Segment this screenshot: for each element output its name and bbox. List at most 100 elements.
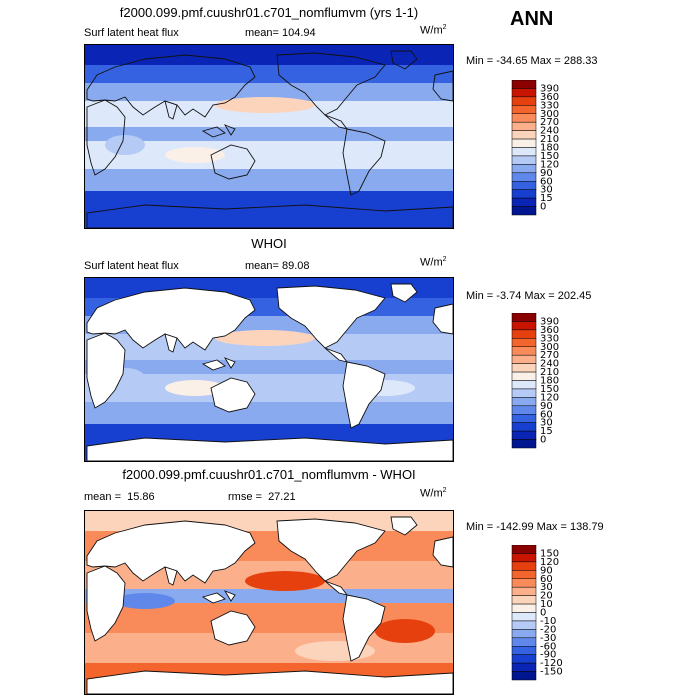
colorbar-tick-label: 0: [540, 435, 546, 446]
panel-1-mean: mean= 104.94: [245, 27, 316, 39]
colorbar-swatch: [511, 164, 537, 174]
colorbar-swatch: [511, 612, 537, 622]
field-band: [85, 169, 453, 191]
colorbar-swatch: [511, 313, 537, 322]
colorbar-tick-label: 300: [540, 342, 559, 353]
continent-outline: [86, 287, 256, 351]
panel-2-title: WHOI: [251, 236, 287, 251]
colorbar-tick-label: 30: [540, 185, 553, 196]
colorbar-tick-label: 30: [540, 582, 553, 593]
colorbar-swatch: [511, 147, 537, 157]
continent-outline: [86, 204, 453, 228]
panel-3-title: f2000.099.pmf.cuushr01.c701_nomflumvm - …: [122, 467, 416, 482]
colorbar-tick-label: 10: [540, 599, 553, 610]
colorbar-tick-label: 210: [540, 367, 559, 378]
colorbar-tick-label: 15: [540, 426, 553, 437]
colorbar-tick-label: -30: [540, 633, 556, 644]
colorbar-swatch: [511, 121, 537, 131]
colorbar-swatch: [511, 654, 537, 664]
colorbar-swatch: [511, 586, 537, 596]
colorbar-tick-label: 60: [540, 176, 553, 187]
continent-outline: [432, 536, 453, 568]
colorbar-swatch: [511, 545, 537, 554]
colorbar-swatch: [511, 206, 537, 216]
colorbar-tick-label: 270: [540, 117, 559, 128]
colorbar-swatch: [511, 88, 537, 98]
panel-1-title: f2000.099.pmf.cuushr01.c701_nomflumvm (y…: [119, 5, 419, 20]
colorbar-swatch: [511, 603, 537, 613]
colorbar-tick-label: 270: [540, 350, 559, 361]
continent-outline: [276, 52, 386, 116]
colorbar-tick-label: 20: [540, 591, 553, 602]
continent-outline: [390, 516, 418, 536]
colorbar-tick-label: 0: [540, 608, 546, 619]
colorbar-swatch: [511, 329, 537, 339]
colorbar-tick-label: 150: [540, 384, 559, 395]
continent-outline: [86, 54, 256, 118]
continent-outline: [86, 332, 126, 409]
colorbar-swatch: [511, 371, 537, 381]
continent-outline: [201, 359, 226, 371]
field-blob: [105, 135, 145, 155]
colorbar-tick-label: -20: [540, 624, 556, 635]
colorbar-swatch: [511, 181, 537, 190]
field-band: [85, 191, 453, 228]
field-blob: [215, 97, 315, 113]
field-blob: [375, 619, 435, 643]
colorbar-swatch: [511, 570, 537, 579]
continent-outline: [201, 592, 226, 604]
colorbar-swatch: [511, 105, 537, 114]
continent-outline: [86, 99, 126, 176]
field-blob: [245, 571, 325, 591]
continent-outline: [86, 670, 453, 694]
colorbar-tick-label: 180: [540, 376, 559, 387]
panel-2-mean: mean= 89.08: [245, 260, 310, 272]
colorbar-tick-label: 150: [540, 548, 559, 559]
colorbar-swatch: [511, 414, 537, 423]
colorbar-tick-label: 180: [540, 143, 559, 154]
continent-outline: [276, 285, 386, 349]
colorbar-tick-label: 60: [540, 409, 553, 420]
continent-outline: [223, 124, 236, 136]
panel-2-map: [84, 277, 454, 462]
colorbar-tick-label: 360: [540, 325, 559, 336]
colorbar-tick-label: 210: [540, 134, 559, 145]
colorbar-swatch: [511, 189, 537, 199]
colorbar-swatch: [511, 96, 537, 106]
colorbar-swatch: [511, 662, 537, 672]
panel-3-rmse: rmse = 27.21: [228, 491, 296, 503]
continent-outline: [432, 303, 453, 335]
continent-outline: [86, 565, 126, 642]
colorbar-tick-label: 120: [540, 557, 559, 568]
panel-1-units: W/m2: [420, 24, 447, 37]
field-band: [85, 402, 453, 424]
colorbar-swatch: [511, 80, 537, 89]
continent-outline: [164, 566, 178, 586]
colorbar-tick-label: -150: [540, 667, 563, 678]
colorbar-swatch: [511, 439, 537, 449]
panel-3-units: W/m2: [420, 487, 447, 500]
colorbar-swatch: [511, 321, 537, 331]
field-band: [85, 127, 453, 141]
panel-1-variable-label: Surf latent heat flux: [84, 27, 179, 39]
field-blob: [115, 593, 175, 609]
colorbar-tick-label: 390: [540, 316, 559, 327]
field-blob: [165, 147, 225, 163]
colorbar-swatch: [511, 397, 537, 407]
colorbar-tick-label: 90: [540, 168, 553, 179]
field-band: [85, 83, 453, 101]
continent-outline: [86, 437, 453, 461]
colorbar-swatch: [511, 646, 537, 655]
colorbar-tick-label: 390: [540, 83, 559, 94]
continent-outline: [342, 128, 386, 196]
panel-3-map: [84, 510, 454, 695]
colorbar-swatch: [511, 130, 537, 140]
colorbar-swatch: [511, 553, 537, 563]
panel-3-minmax: Min = -142.99 Max = 138.79: [466, 521, 604, 533]
colorbar-tick-label: 240: [540, 359, 559, 370]
continent-outline: [432, 70, 453, 102]
colorbar-swatch: [511, 620, 537, 630]
colorbar-swatch: [511, 380, 537, 390]
colorbar-tick-label: 330: [540, 333, 559, 344]
colorbar-swatch: [511, 578, 537, 588]
